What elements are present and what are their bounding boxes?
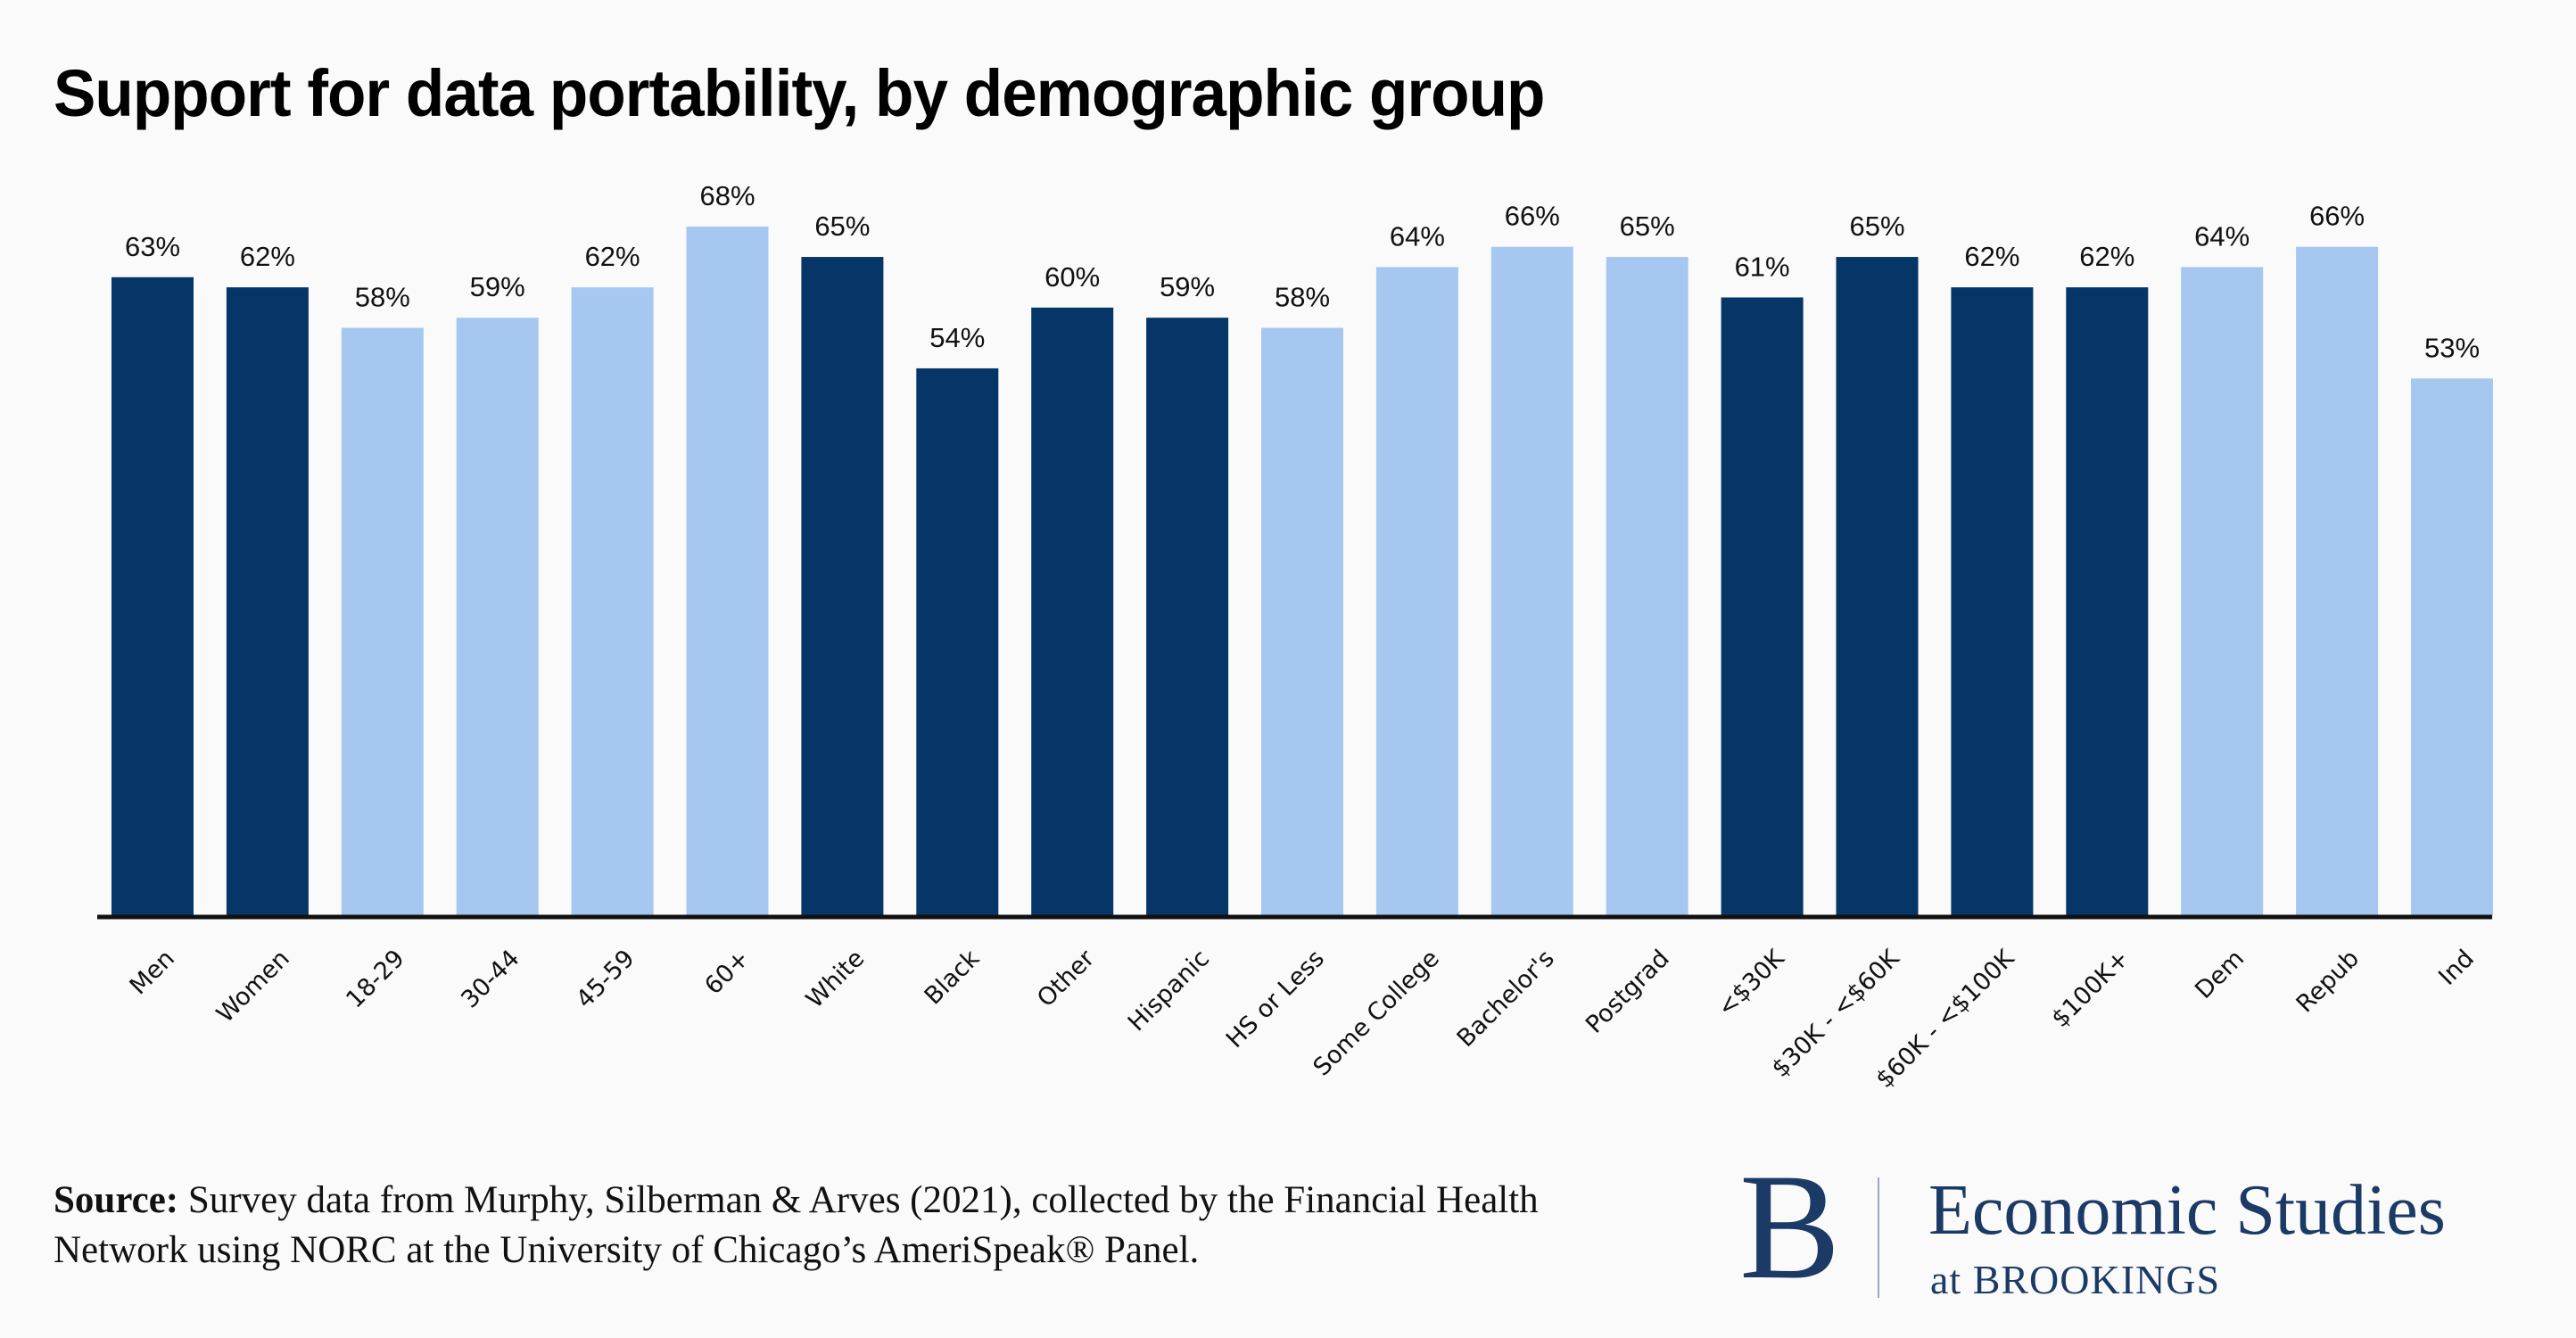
bar-0 [111,277,194,915]
bar-19 [2296,246,2379,915]
value-labels-group: 63% 62% 58% 59% 62% 68% 65% 54% 60% 59% 58% 64% 66% 6… [125,180,2480,363]
value-label-1: 62% [240,241,295,272]
x-tick-label-19: Repub [2291,945,2365,1018]
bar-9 [1146,318,1229,915]
x-tick-label-13: Postgrad [1581,945,1675,1039]
bar-14 [1721,297,1804,915]
x-tick-label-18: Dem [2190,945,2250,1004]
value-label-6: 65% [814,211,870,242]
logo-divider [1878,1177,1879,1298]
value-label-18: 64% [2194,220,2250,252]
value-label-17: 62% [2079,241,2134,272]
source-note: Source: Survey data from Murphy, Silberm… [54,1176,1677,1276]
bars-group [111,227,2493,916]
bar-15 [1836,257,1919,915]
bar-5 [686,227,769,915]
value-label-15: 65% [1849,211,1904,242]
value-label-4: 62% [585,241,640,272]
x-tick-label-12: Bachelor's [1452,945,1560,1053]
value-label-13: 65% [1620,211,1675,242]
bar-1 [226,287,309,915]
value-label-0: 63% [125,231,180,262]
value-label-5: 68% [699,180,755,211]
bar-7 [916,368,999,915]
bar-2 [341,327,424,915]
value-label-2: 58% [355,282,410,313]
bar-17 [2066,287,2149,915]
x-tick-label-5: 60+ [699,945,755,1000]
value-label-10: 58% [1275,282,1330,313]
bar-16 [1951,287,2034,915]
value-label-7: 54% [929,322,985,353]
x-tick-label-9: Hispanic [1123,945,1215,1037]
logo-subtitle: at BROOKINGS [1930,1257,2221,1302]
chart-title: Support for data portability, by demogra… [54,56,1545,130]
value-label-11: 64% [1390,220,1445,252]
x-tick-label-1: Women [211,945,295,1028]
x-tick-label-17: $100K+ [2046,945,2134,1033]
bar-chart: 63% 62% 58% 59% 62% 68% 65% 54% 60% 59% 58% 64% 66% 6… [97,180,2493,1094]
x-tick-label-0: Men [125,945,180,1000]
x-tick-label-14: <$30K [1713,944,1791,1022]
x-tick-label-20: Ind [2433,945,2480,991]
value-label-12: 66% [1505,201,1560,232]
value-label-20: 53% [2424,332,2480,363]
value-label-16: 62% [1964,241,2019,272]
bar-12 [1490,246,1573,915]
x-tick-label-10: HS or Less [1221,945,1330,1053]
bar-11 [1375,267,1458,916]
value-label-8: 60% [1044,261,1100,293]
x-tick-label-8: Other [1032,944,1101,1012]
value-label-3: 59% [470,271,525,302]
bar-13 [1606,257,1688,915]
x-tick-label-4: 45-59 [571,945,640,1013]
x-tick-label-7: Black [920,945,986,1011]
source-label: Source: [54,1179,179,1221]
logo-mark: B [1739,1143,1841,1310]
x-tick-label-6: White [801,945,870,1013]
bar-10 [1261,327,1343,915]
logo-title: Economic Studies [1928,1171,2446,1250]
x-tick-label-3: 30-44 [456,945,524,1013]
value-label-19: 66% [2309,201,2365,232]
bar-3 [456,318,539,915]
bar-20 [2411,378,2493,915]
value-label-14: 61% [1735,251,1790,282]
bar-18 [2181,267,2264,916]
value-label-9: 59% [1160,271,1215,302]
x-tick-label-2: 18-29 [341,945,409,1013]
bar-6 [801,257,884,915]
x-tick-labels-group: Men Women 18-29 30-44 45-59 60+ White Black Othe… [125,944,2480,1094]
bar-4 [571,287,654,915]
source-text: Survey data from Murphy, Silberman & Arv… [54,1179,1539,1271]
bar-8 [1031,307,1114,916]
